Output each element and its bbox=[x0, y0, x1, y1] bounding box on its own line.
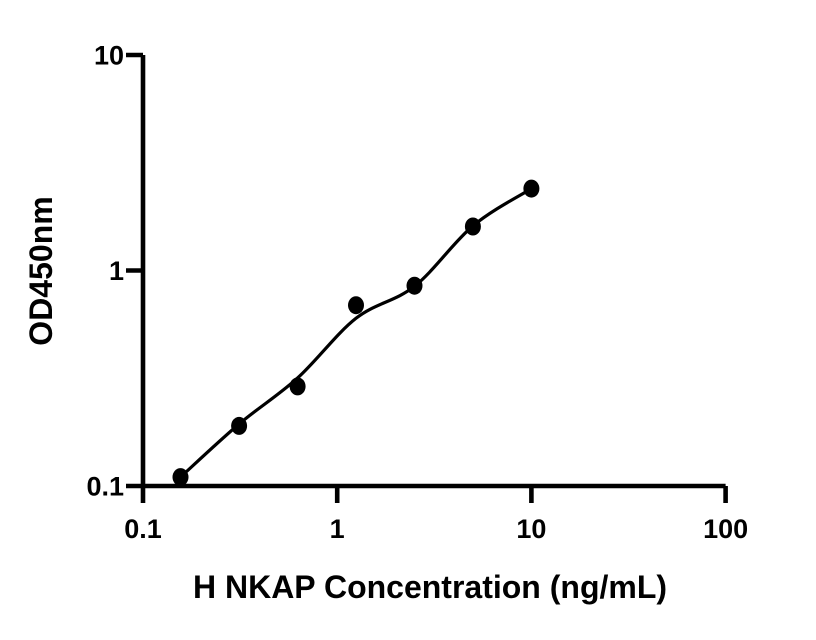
x-axis-title: H NKAP Concentration (ng/mL) bbox=[193, 569, 667, 605]
y-tick-label: 10 bbox=[94, 41, 124, 71]
axes-spines bbox=[140, 55, 726, 489]
data-point bbox=[172, 468, 189, 487]
x-tick-label: 0.1 bbox=[124, 514, 162, 544]
data-point bbox=[406, 276, 423, 295]
x-tick-label: 1 bbox=[330, 514, 345, 544]
x-tick-label: 100 bbox=[703, 514, 748, 544]
data-point bbox=[231, 416, 248, 435]
y-axis-title: OD450nm bbox=[23, 196, 59, 345]
data-point bbox=[464, 217, 481, 236]
data-point bbox=[523, 179, 540, 198]
x-tick-label: 10 bbox=[516, 514, 546, 544]
data-point bbox=[348, 296, 364, 315]
y-tick-label: 0.1 bbox=[86, 472, 124, 502]
data-point bbox=[289, 377, 306, 396]
y-tick-label: 1 bbox=[109, 256, 124, 286]
